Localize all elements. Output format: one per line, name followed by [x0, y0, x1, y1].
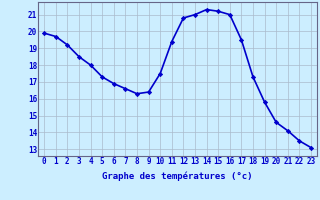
X-axis label: Graphe des températures (°c): Graphe des températures (°c) [102, 172, 253, 181]
